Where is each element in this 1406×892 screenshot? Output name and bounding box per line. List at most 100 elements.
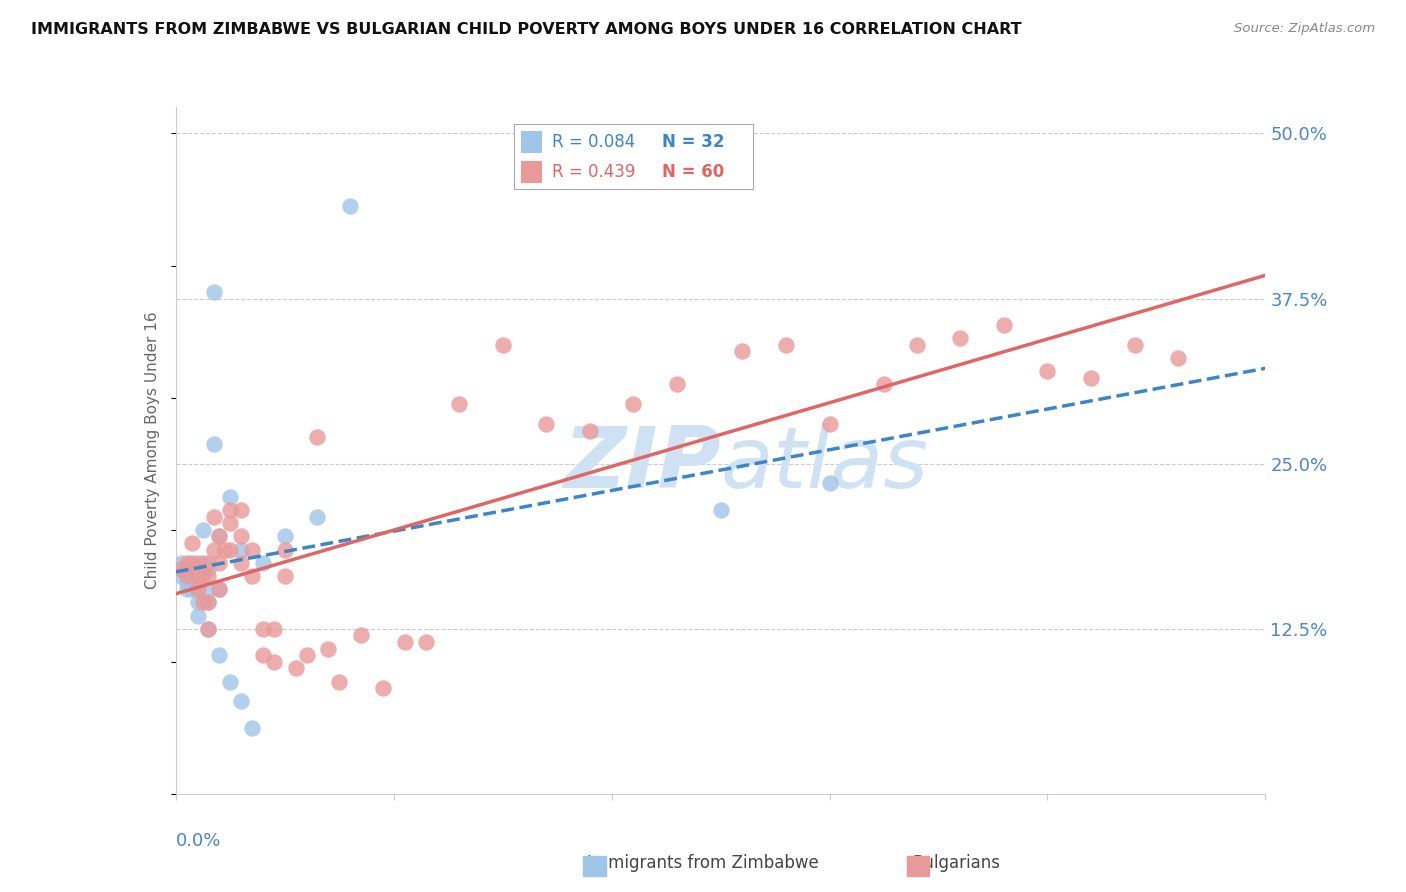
Point: [197, 595, 219, 609]
Point: [240, 542, 263, 557]
Y-axis label: Child Poverty Among Boys Under 16: Child Poverty Among Boys Under 16: [145, 311, 160, 590]
Point: [339, 199, 361, 213]
Point: [202, 437, 225, 451]
Text: IMMIGRANTS FROM ZIMBABWE VS BULGARIAN CHILD POVERTY AMONG BOYS UNDER 16 CORRELAT: IMMIGRANTS FROM ZIMBABWE VS BULGARIAN CH…: [31, 22, 1022, 37]
Point: [219, 503, 242, 517]
Point: [170, 562, 193, 576]
Point: [240, 569, 263, 583]
Point: [186, 569, 209, 583]
Point: [710, 503, 733, 517]
Point: [949, 331, 972, 345]
Point: [181, 582, 204, 596]
Point: [197, 622, 219, 636]
Point: [208, 556, 231, 570]
Point: [197, 569, 219, 583]
Point: [208, 529, 231, 543]
Point: [197, 556, 219, 570]
Point: [181, 536, 204, 550]
Point: [579, 424, 602, 438]
Point: [186, 556, 209, 570]
Point: [202, 542, 225, 557]
Point: [170, 569, 193, 583]
Point: [191, 569, 214, 583]
Point: [208, 529, 231, 543]
Point: [252, 648, 274, 663]
Point: [284, 661, 307, 675]
Point: [186, 595, 209, 609]
Point: [274, 542, 297, 557]
Point: [415, 635, 437, 649]
Point: [1123, 338, 1146, 352]
Point: [274, 529, 297, 543]
Point: [231, 694, 253, 708]
Point: [350, 628, 373, 642]
Point: [905, 338, 928, 352]
Point: [208, 582, 231, 596]
Point: [219, 674, 242, 689]
Point: [252, 556, 274, 570]
Point: [208, 648, 231, 663]
Text: 0.0%: 0.0%: [176, 831, 221, 850]
Point: [818, 476, 841, 491]
Point: [181, 569, 204, 583]
Text: atlas: atlas: [721, 423, 928, 506]
Point: [621, 397, 644, 411]
Point: [534, 417, 557, 431]
Point: [318, 641, 340, 656]
Point: [873, 377, 896, 392]
Point: [219, 542, 242, 557]
Point: [176, 569, 198, 583]
Point: [219, 490, 242, 504]
Point: [775, 338, 797, 352]
Point: [666, 377, 689, 392]
Text: Immigrants from Zimbabwe: Immigrants from Zimbabwe: [588, 855, 818, 872]
Point: [447, 397, 470, 411]
Point: [231, 529, 253, 543]
Point: [1167, 351, 1189, 365]
Point: [202, 509, 225, 524]
Point: [394, 635, 416, 649]
Point: [731, 344, 754, 359]
Point: [202, 285, 225, 299]
Point: [191, 556, 214, 570]
Point: [214, 542, 236, 557]
Point: [186, 582, 209, 596]
Point: [274, 569, 297, 583]
Point: [197, 562, 219, 576]
Point: [263, 655, 285, 669]
Point: [197, 595, 219, 609]
Point: [208, 582, 231, 596]
Point: [197, 622, 219, 636]
Point: [191, 523, 214, 537]
Text: Bulgarians: Bulgarians: [912, 855, 1000, 872]
Point: [328, 674, 350, 689]
Point: [252, 622, 274, 636]
Point: [993, 318, 1015, 332]
Point: [197, 582, 219, 596]
Point: [371, 681, 394, 696]
Point: [176, 562, 198, 576]
Point: [240, 721, 263, 735]
Point: [170, 556, 193, 570]
Point: [186, 582, 209, 596]
Text: Source: ZipAtlas.com: Source: ZipAtlas.com: [1234, 22, 1375, 36]
Point: [181, 556, 204, 570]
Point: [492, 338, 515, 352]
Point: [219, 516, 242, 530]
Point: [231, 542, 253, 557]
Point: [295, 648, 318, 663]
Point: [1080, 371, 1102, 385]
Point: [307, 509, 329, 524]
Point: [176, 582, 198, 596]
Point: [176, 556, 198, 570]
Point: [1036, 364, 1059, 378]
Text: ZIP: ZIP: [562, 423, 721, 506]
Point: [176, 575, 198, 590]
Point: [186, 608, 209, 623]
Point: [263, 622, 285, 636]
Point: [191, 595, 214, 609]
Point: [307, 430, 329, 444]
Point: [231, 556, 253, 570]
Point: [231, 503, 253, 517]
Point: [818, 417, 841, 431]
